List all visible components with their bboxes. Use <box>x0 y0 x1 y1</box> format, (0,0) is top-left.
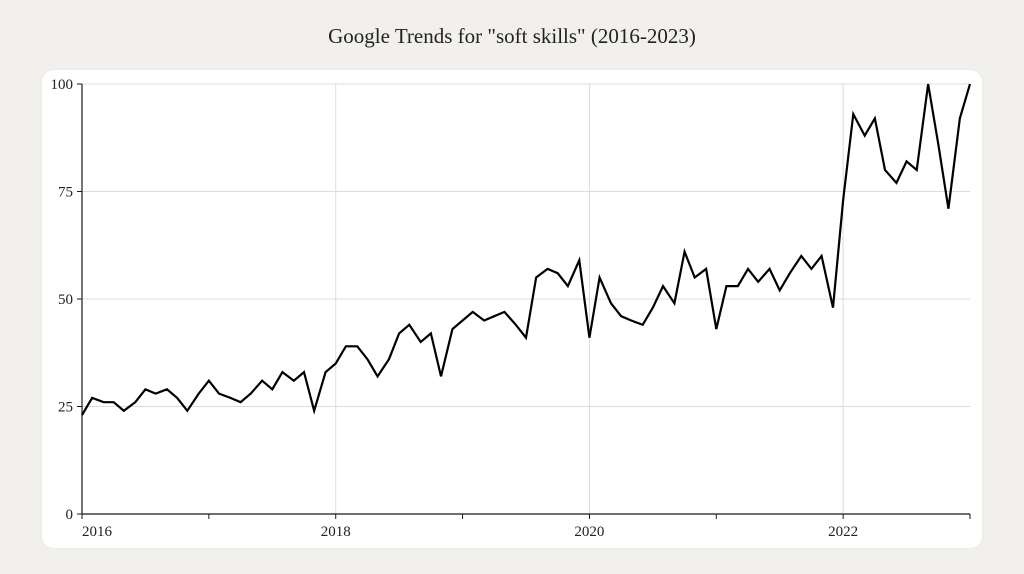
y-tick-label: 0 <box>66 507 74 523</box>
page: Google Trends for "soft skills" (2016-20… <box>0 0 1024 574</box>
y-tick-label: 25 <box>58 400 73 416</box>
x-tick-label: 2022 <box>828 524 858 540</box>
y-tick-label: 75 <box>58 185 73 201</box>
chart-title: Google Trends for "soft skills" (2016-20… <box>0 0 1024 49</box>
x-tick-label: 2016 <box>82 524 113 540</box>
series-line <box>82 84 970 415</box>
y-tick-label: 50 <box>58 292 73 308</box>
chart-svg: 0 25 50 75 100 2016 2018 2020 2022 <box>42 70 982 548</box>
y-tick-label: 100 <box>51 77 74 93</box>
chart-card: 0 25 50 75 100 2016 2018 2020 2022 <box>42 70 982 548</box>
x-tick-label: 2018 <box>321 524 351 540</box>
x-tick-label: 2020 <box>574 524 604 540</box>
